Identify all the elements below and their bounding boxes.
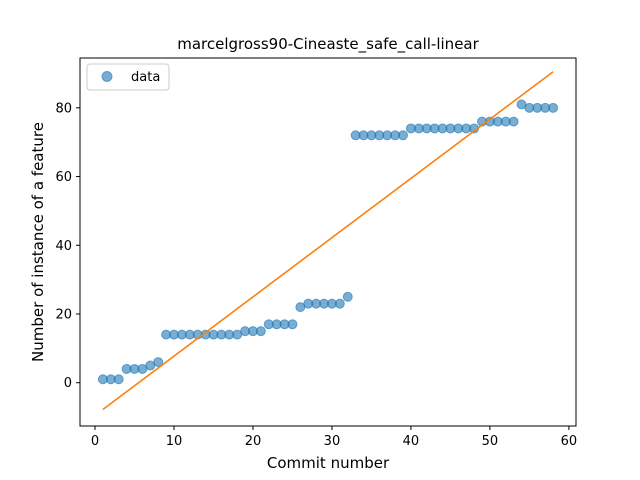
data-point xyxy=(342,291,353,302)
plot-area xyxy=(97,71,559,411)
data-point xyxy=(548,102,559,113)
data-point xyxy=(255,326,266,337)
legend-frame xyxy=(86,63,170,91)
y-tick-label: 40 xyxy=(55,239,72,254)
data-point xyxy=(334,298,345,309)
data-point xyxy=(398,130,409,141)
legend-marker-data xyxy=(101,71,113,82)
axes-frame xyxy=(79,57,577,427)
legend-label-data: data xyxy=(131,70,160,85)
legend: data xyxy=(86,63,170,91)
axes: 0 10 20 30 40 50 60 0 20 40 60 80 xyxy=(55,57,578,449)
chart-title: marcelgross90-Cineaste_safe_call-linear xyxy=(177,35,479,54)
x-axis-label: Commit number xyxy=(267,454,390,472)
y-tick-label: 20 xyxy=(55,307,72,322)
data-point xyxy=(113,374,124,385)
y-tick-label: 80 xyxy=(55,101,72,116)
x-tick-label: 10 xyxy=(166,434,183,449)
y-tick-label: 60 xyxy=(55,170,72,185)
y-tick-label: 0 xyxy=(64,376,72,391)
data-point xyxy=(508,116,519,127)
x-tick-label: 60 xyxy=(561,434,578,449)
data-point xyxy=(153,357,164,368)
x-tick-label: 40 xyxy=(403,434,420,449)
data-point xyxy=(287,319,298,330)
x-tick-label: 30 xyxy=(324,434,341,449)
y-axis-label: Number of instance of a feature xyxy=(29,122,47,362)
x-tick-label: 0 xyxy=(91,434,99,449)
x-tick-label: 50 xyxy=(482,434,499,449)
x-tick-label: 20 xyxy=(245,434,262,449)
fit-line xyxy=(102,71,554,411)
